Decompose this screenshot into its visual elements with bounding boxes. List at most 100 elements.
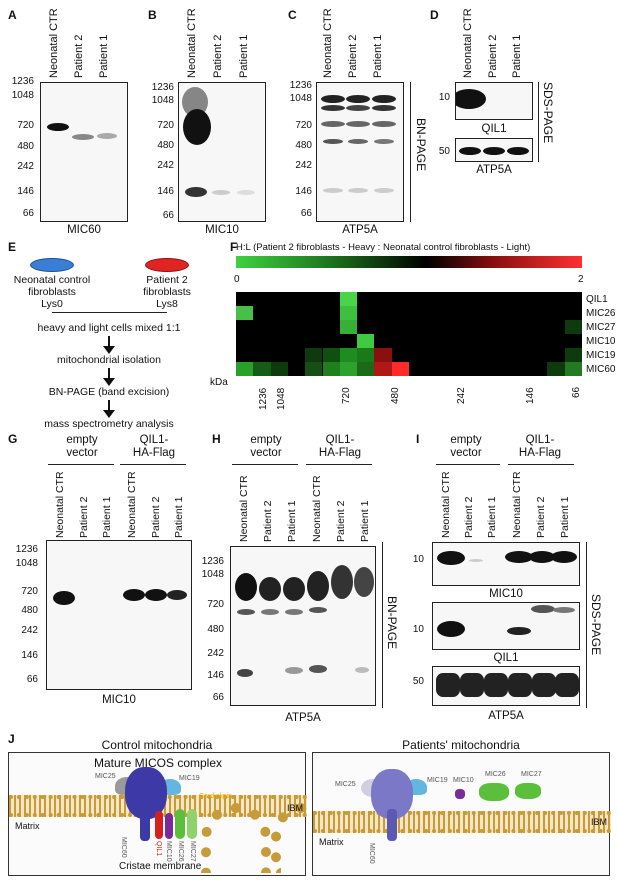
panel-letter-e: E	[8, 240, 17, 254]
mic26-fragments	[479, 783, 509, 801]
mw-label: 720	[21, 586, 38, 597]
dish-control	[30, 258, 74, 272]
heatmap-cell	[236, 362, 254, 376]
heatmap-cell	[339, 306, 358, 320]
mw-label: 10	[412, 554, 424, 565]
mw-label: 146	[21, 650, 38, 661]
label-ibm: IBM	[591, 817, 608, 827]
mw-label: 1048	[11, 90, 34, 101]
blot-image	[455, 82, 533, 120]
blot-caption: MIC60	[67, 224, 101, 236]
mw-label: 1236	[201, 556, 224, 567]
blot-image	[455, 138, 533, 162]
group-underline	[232, 464, 298, 465]
workflow-step: heavy and light cells mixed 1:1	[37, 322, 181, 334]
mw-label: 1048	[201, 569, 224, 580]
group-underline	[48, 464, 114, 465]
workflow-step: mitochondrial isolation	[57, 354, 161, 366]
blot-image	[432, 602, 580, 650]
mw-label: 66	[212, 692, 224, 703]
mw-label: 242	[17, 161, 34, 172]
mw-label: 720	[295, 120, 312, 131]
mw-label: 50	[438, 146, 450, 157]
label-cardiolipin: Cardiolipin	[199, 793, 233, 800]
label-mic27: MIC27	[521, 771, 542, 778]
lane-label: Patient 1	[173, 496, 185, 538]
lane-label: Patient 1	[559, 496, 571, 538]
heatmap-cell	[357, 362, 375, 376]
mw-label: 146	[157, 186, 174, 197]
group-label: empty vector	[250, 434, 282, 459]
heatmap-cell	[339, 320, 358, 334]
heatmap-cell	[564, 320, 582, 334]
lane-label: Neonatal CTR	[48, 8, 60, 78]
blot-caption: ATP5A	[342, 224, 378, 236]
mw-label: 242	[157, 160, 174, 171]
lane-label: Patient 2	[150, 496, 162, 538]
blot-image	[40, 82, 128, 222]
label-mic27: MIC27	[189, 841, 196, 862]
blot-caption: QIL1	[481, 123, 507, 135]
qil1-protein	[155, 811, 163, 839]
mic60-stalk	[387, 809, 397, 841]
blot-image	[46, 540, 192, 690]
mw-label: 146	[295, 186, 312, 197]
panel-letter-g: G	[8, 432, 18, 446]
lane-label: Patient 1	[359, 500, 371, 542]
label-mic25: MIC25	[95, 773, 116, 780]
arrow	[103, 336, 115, 354]
blot-image	[316, 82, 404, 222]
label-mic26: MIC26	[485, 771, 506, 778]
panel-letter-b: B	[148, 8, 157, 22]
heatmap-cell	[305, 348, 323, 362]
side-label-bn-page: BN-PAGE	[385, 596, 399, 650]
heatmap-cell	[305, 362, 323, 376]
group-label: empty vector	[450, 434, 482, 459]
label-mic10: MIC10	[165, 841, 172, 862]
mic10-protein	[165, 813, 173, 839]
lane-label: Neonatal CTR	[322, 8, 334, 78]
dish-control-label: Neonatal control fibroblasts Lys0	[13, 274, 91, 310]
lane-label: Patient 1	[372, 34, 384, 78]
mic60-stalk	[140, 809, 150, 841]
mw-label: 10	[438, 92, 450, 103]
heatmap-cell	[339, 292, 358, 306]
side-label-sds-page: SDS-PAGE	[589, 594, 603, 656]
lane-label: Patient 2	[487, 34, 499, 78]
mic27-protein	[187, 809, 197, 839]
heatmap-cell	[547, 362, 565, 376]
workflow-step: BN-PAGE (band excision)	[48, 386, 170, 398]
panel-letter-c: C	[288, 8, 297, 22]
heatmap-cell	[564, 362, 582, 376]
group-label: QIL1- HA-Flag	[318, 434, 362, 459]
lane-label: Neonatal CTR	[54, 471, 66, 538]
mw-label: 66	[26, 674, 38, 685]
cristae-curve	[201, 803, 271, 873]
label-mic19: MIC19	[179, 775, 200, 782]
mw-label: 146	[207, 670, 224, 681]
lane-label: Patient 2	[262, 500, 274, 542]
blot-caption: ATP5A	[285, 712, 321, 724]
mw-label: 66	[22, 208, 34, 219]
x-tick: 1048	[276, 387, 287, 410]
heatmap-cell	[391, 362, 409, 376]
blot-caption: MIC10	[102, 694, 136, 706]
blot-image	[432, 666, 580, 706]
dish-patient	[145, 258, 189, 272]
mw-label: 480	[295, 140, 312, 151]
label-mic10: MIC10	[453, 777, 474, 784]
lane-label: Patient 1	[511, 34, 523, 78]
lane-label: Neonatal CTR	[126, 471, 138, 538]
heatmap-cell	[564, 348, 582, 362]
heatmap-cell	[322, 362, 340, 376]
mw-label: 1236	[15, 544, 38, 555]
dish-patient-label: Patient 2 fibroblasts Lys8	[143, 274, 191, 310]
group-underline	[120, 464, 186, 465]
group-underline	[436, 464, 500, 465]
group-label: QIL1- HA-Flag	[518, 434, 562, 459]
side-label-sds-page: SDS-PAGE	[541, 82, 555, 144]
blot-caption: ATP5A	[488, 710, 524, 722]
blot-image	[178, 82, 266, 222]
panel-letter-a: A	[8, 8, 17, 22]
heatmap-cell	[339, 362, 358, 376]
